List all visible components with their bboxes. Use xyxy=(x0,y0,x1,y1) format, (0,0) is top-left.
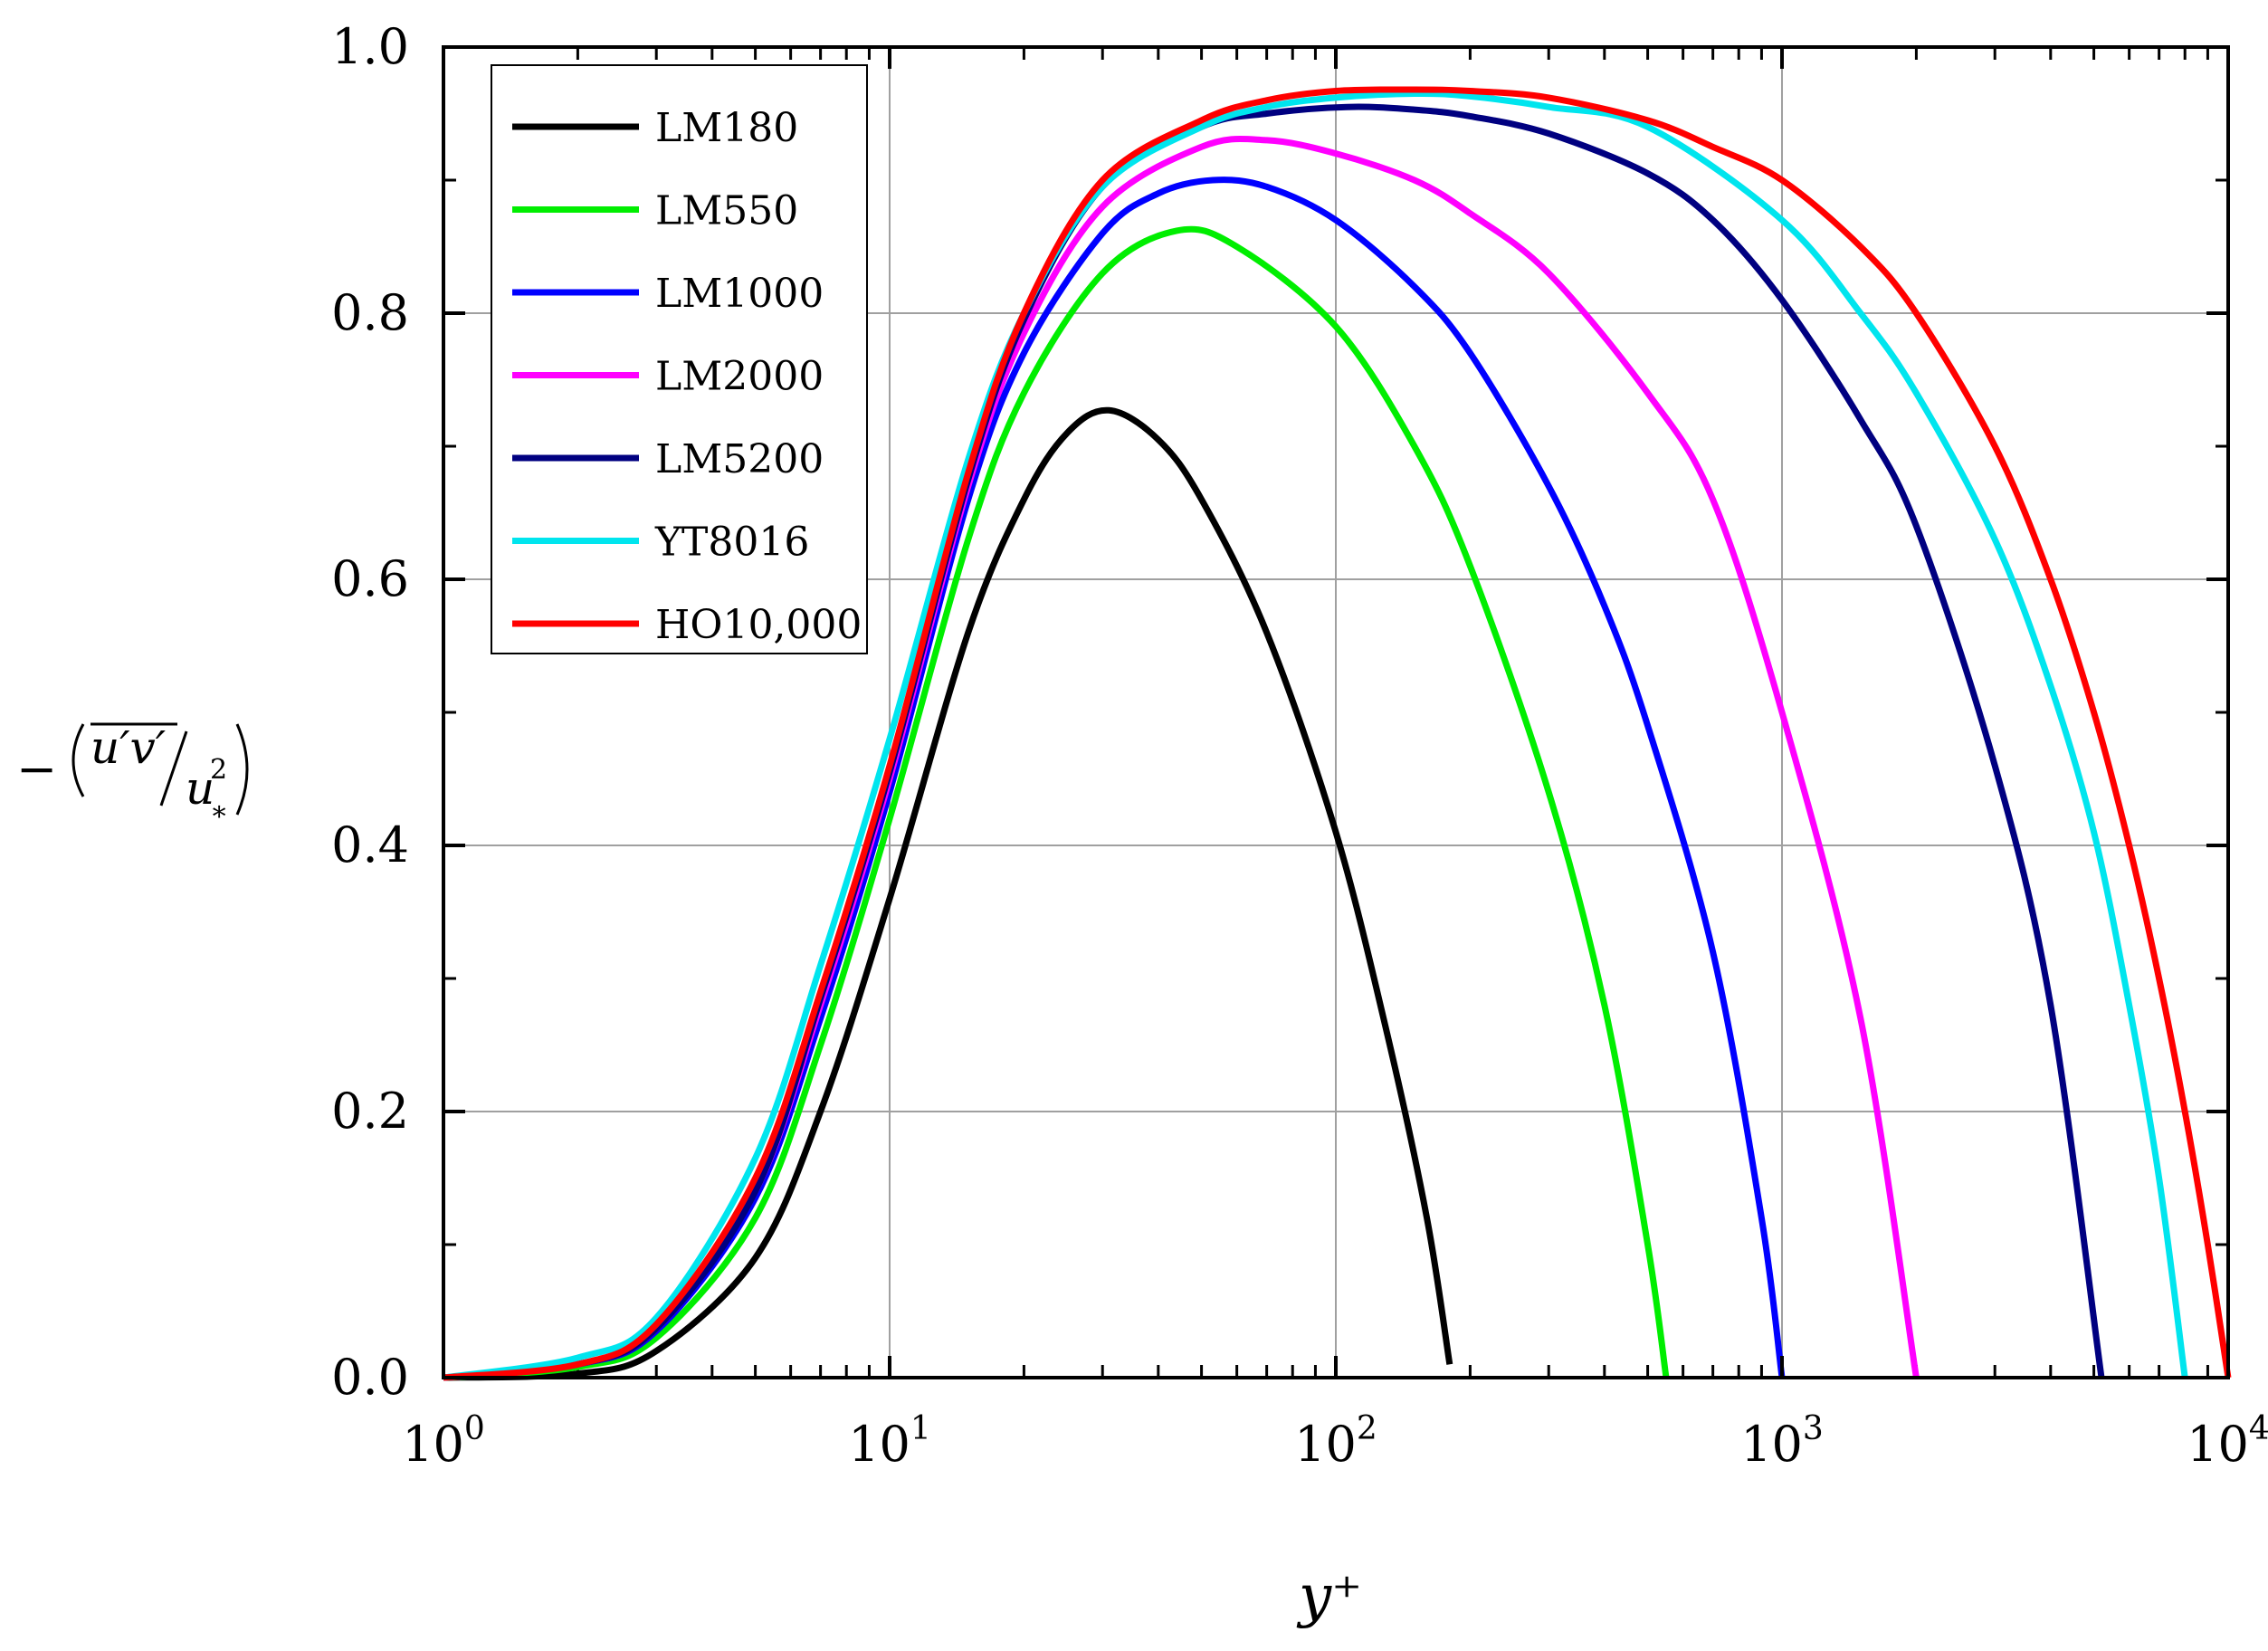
legend-label: LM5200 xyxy=(655,436,824,482)
x-tick-label: 102 xyxy=(1294,1410,1377,1473)
y-axis-title-fraction-slash xyxy=(159,730,188,806)
x-axis-title: y⁺ xyxy=(1296,1563,1362,1630)
y-tick-label: 0.0 xyxy=(331,1349,409,1406)
tick-labels: 100 101 102 103 104 0.0 0.2 0.4 0.6 0.8 1.0 xyxy=(331,18,2268,1473)
legend-items: LM180 LM550 LM1000 LM2000 LM5200 YT8016 HO10,0… xyxy=(512,105,862,648)
legend-label: LM180 xyxy=(655,105,798,151)
y-tick-label: 0.4 xyxy=(331,816,409,873)
y-axis-title-denominator-sup: 2 xyxy=(210,754,227,786)
y-tick-label: 0.2 xyxy=(331,1083,409,1140)
y-axis-title-denominator: u xyxy=(186,762,214,815)
y-axis-title-denominator-sub: ∗ xyxy=(210,796,228,827)
legend-label: LM550 xyxy=(655,188,798,234)
legend-label: LM2000 xyxy=(655,354,824,400)
y-axis-title-minus: − xyxy=(16,740,57,797)
legend-label: LM1000 xyxy=(655,271,824,317)
series-line-lm550 xyxy=(443,225,1670,1381)
y-axis-title-left-paren xyxy=(71,723,85,797)
x-tick-label: 100 xyxy=(402,1410,485,1473)
series-lines xyxy=(443,86,2232,1381)
axis-ticks xyxy=(442,45,2230,1379)
legend-label: YT8016 xyxy=(654,520,809,566)
legend-label: HO10,000 xyxy=(655,602,862,648)
y-axis-title-numerator: u′v′ xyxy=(91,721,167,774)
series-line-yt8016 xyxy=(443,90,2188,1381)
x-tick-label: 103 xyxy=(1740,1410,1824,1473)
series-line-lm180 xyxy=(443,406,1453,1381)
y-axis-title-right-paren xyxy=(235,723,249,816)
series-line-ho10000 xyxy=(443,86,2232,1381)
legend-box xyxy=(491,64,868,654)
y-tick-label: 0.8 xyxy=(331,284,409,341)
y-axis-title: − u′v′ u 2 ∗ xyxy=(16,721,249,827)
y-tick-label: 0.6 xyxy=(331,550,409,607)
y-tick-label: 1.0 xyxy=(331,18,409,75)
x-tick-label: 104 xyxy=(2187,1410,2268,1473)
legend: LM180 LM550 LM1000 LM2000 LM5200 YT8016 HO10,0… xyxy=(491,64,868,654)
x-tick-label: 101 xyxy=(848,1410,931,1473)
